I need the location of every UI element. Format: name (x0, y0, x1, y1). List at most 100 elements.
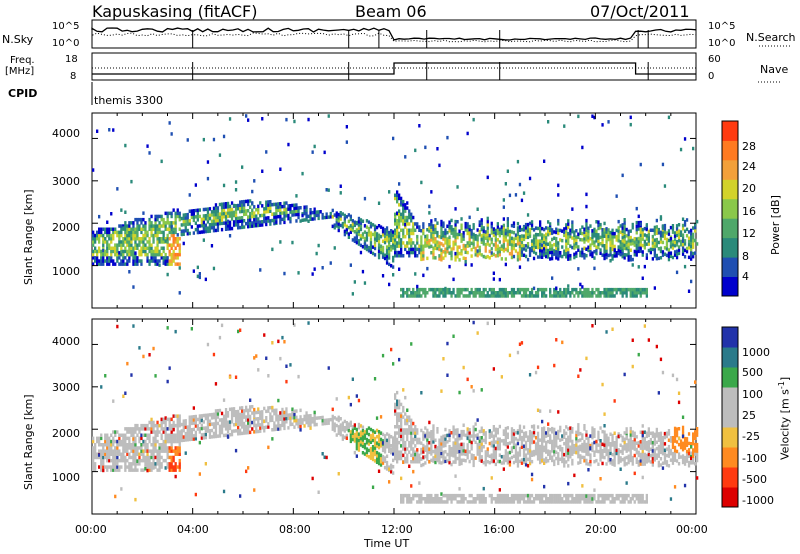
rti-cell (577, 439, 580, 443)
rti-cell (158, 221, 161, 225)
rti-cell (192, 415, 195, 419)
rti-cell (454, 441, 457, 445)
rti-cell (434, 460, 437, 465)
rti-cell (180, 216, 183, 221)
rti-cell (442, 223, 445, 227)
rti-cell (114, 249, 117, 254)
rti-cell (345, 230, 348, 235)
rti-cell (444, 459, 447, 464)
rti-cell (514, 193, 518, 197)
rti-cell (603, 228, 606, 232)
rti-cell (591, 238, 594, 243)
rti-cell (396, 421, 399, 426)
rti-cell (182, 216, 185, 221)
rti-cell (480, 218, 483, 222)
rti-cell (299, 421, 302, 425)
rti-cell (536, 431, 540, 436)
rti-cell (410, 228, 413, 232)
rti-cell (251, 208, 254, 212)
rti-cell (166, 246, 169, 250)
rti-cell (226, 208, 230, 212)
rti-cell (154, 374, 157, 378)
rti-cell (220, 323, 224, 328)
rti-cell (158, 452, 161, 456)
rti-cell (599, 251, 602, 255)
rti-cell (474, 294, 477, 298)
rti-cell (418, 440, 421, 445)
rti-cell (92, 449, 95, 453)
rti-cell (671, 224, 675, 228)
rti-cell (396, 447, 399, 451)
rti-cell (136, 233, 139, 238)
nsearch-label: N.Search (746, 31, 796, 44)
rti-cell (649, 228, 652, 232)
rti-cell (230, 214, 234, 218)
rti-cell (520, 294, 524, 298)
rti-cell (134, 439, 137, 444)
rti-cell (261, 422, 264, 427)
rti-cell (176, 452, 179, 456)
rti-cell (92, 230, 95, 235)
rti-cell (237, 203, 240, 208)
rti-cell (575, 493, 578, 498)
rti-cell (390, 347, 393, 352)
rti-cell (96, 259, 99, 263)
rti-cell (500, 228, 503, 232)
rti-cell (255, 410, 258, 415)
rti-cell (530, 431, 534, 435)
rti-cell (510, 255, 514, 260)
rti-cell (541, 236, 544, 240)
rti-cell (283, 423, 286, 427)
rti-cell (216, 215, 220, 220)
rti-cell (385, 232, 389, 237)
rti-cell (450, 450, 453, 454)
rti-cell (321, 216, 324, 220)
rti-cell (462, 256, 465, 260)
rti-cell (432, 291, 435, 295)
rti-cell (166, 417, 169, 422)
rti-cell (645, 227, 648, 232)
rti-cell (172, 433, 175, 437)
rti-cell (414, 244, 417, 248)
rti-cell (331, 208, 334, 213)
rti-cell (158, 224, 161, 228)
rti-cell (367, 233, 371, 237)
rti-cell (210, 222, 214, 227)
rti-cell (545, 238, 548, 243)
rti-cell (522, 287, 526, 292)
rti-cell (416, 440, 419, 445)
rti-cell (392, 439, 395, 443)
rti-cell (478, 455, 481, 459)
rti-cell (134, 449, 137, 453)
rti-cell (404, 219, 407, 223)
rti-cell (142, 443, 145, 447)
rti-cell (307, 214, 310, 219)
freq-left-tick-top: 18 (65, 54, 78, 65)
rti-cell (398, 456, 401, 461)
station-title: Kapuskasing (fitACF) (92, 2, 258, 21)
rti-cell (160, 449, 163, 453)
rti-cell (641, 291, 644, 295)
rti-cell (637, 224, 640, 228)
rti-cell (633, 237, 636, 241)
rti-cell (102, 227, 105, 231)
rti-cell (607, 287, 610, 292)
rti-cell (140, 262, 143, 266)
rti-cell (388, 240, 391, 244)
rti-cell (291, 210, 294, 214)
rti-cell (156, 224, 159, 228)
rti-cell (392, 265, 395, 269)
rti-cell (94, 443, 97, 447)
rti-cell (156, 430, 159, 434)
rti-cell (446, 500, 449, 504)
rti-cell (357, 232, 361, 237)
rti-cell (363, 246, 367, 250)
rti-cell (128, 436, 131, 441)
rti-cell (581, 291, 584, 295)
rti-cell (402, 234, 405, 239)
rti-cell (402, 444, 405, 448)
rti-cell (687, 246, 691, 250)
rti-cell (347, 422, 350, 426)
rti-cell (269, 415, 272, 419)
rti-cell (402, 212, 405, 217)
